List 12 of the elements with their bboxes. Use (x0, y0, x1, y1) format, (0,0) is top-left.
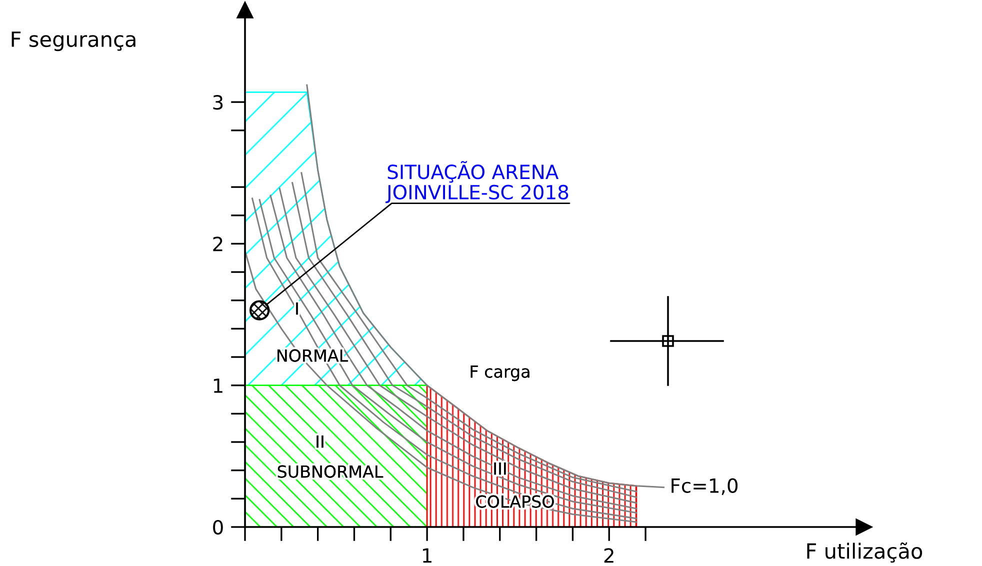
y-tick-label: 3 (213, 95, 223, 110)
y-tick-label: 0 (213, 520, 223, 535)
annotation: F carga (470, 365, 530, 382)
text: SITUAÇÃO ARENA JOINVILLE-SC 2018 (386, 161, 568, 204)
x-axis-title: F utilização (807, 542, 922, 563)
y-tick-label: 1 (214, 378, 222, 393)
line-series (245, 250, 638, 523)
y-axis-title: F segurança (12, 32, 136, 52)
y-tick-label: 2 (213, 236, 222, 252)
series-label: Fc=1,0 (672, 478, 738, 495)
annotation: I (296, 302, 298, 315)
annotation: II (316, 435, 324, 448)
